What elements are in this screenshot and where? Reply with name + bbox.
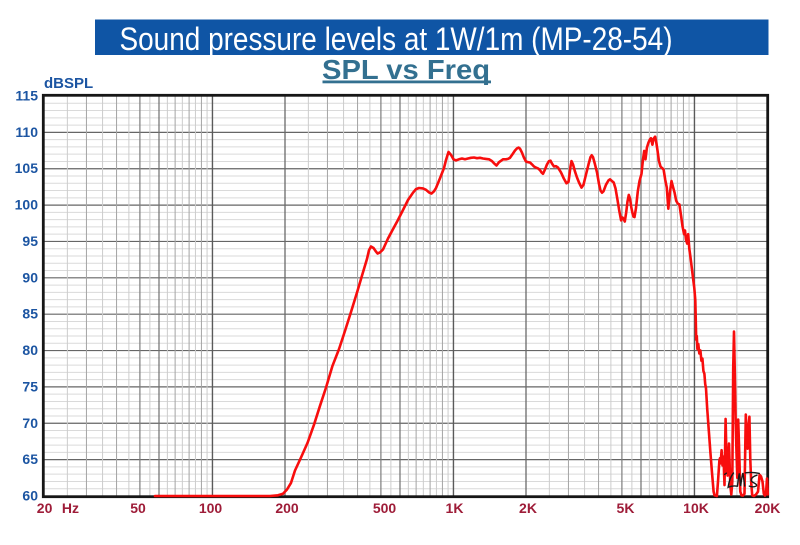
svg-text:200: 200	[275, 500, 299, 516]
svg-text:Sound pressure levels at 1W/1m: Sound pressure levels at 1W/1m (MP-28-54…	[120, 21, 673, 57]
svg-text:20: 20	[37, 500, 53, 516]
svg-text:10K: 10K	[683, 500, 709, 516]
svg-text:65: 65	[22, 451, 38, 467]
svg-text:90: 90	[22, 269, 38, 285]
svg-text:100: 100	[15, 197, 39, 213]
svg-text:2K: 2K	[519, 500, 537, 516]
svg-text:70: 70	[22, 415, 38, 431]
svg-text:Hz: Hz	[62, 500, 79, 516]
svg-text:SPL vs Freq: SPL vs Freq	[322, 54, 490, 85]
svg-text:110: 110	[15, 124, 38, 140]
svg-text:500: 500	[373, 500, 397, 516]
svg-text:20K: 20K	[755, 500, 781, 516]
svg-text:60: 60	[22, 488, 38, 504]
svg-text:85: 85	[22, 306, 38, 322]
svg-text:75: 75	[22, 378, 38, 394]
svg-text:95: 95	[22, 233, 38, 249]
svg-text:1K: 1K	[446, 500, 464, 516]
svg-text:dBSPL: dBSPL	[44, 75, 93, 92]
svg-text:100: 100	[199, 500, 223, 516]
svg-text:80: 80	[22, 342, 38, 358]
svg-text:105: 105	[15, 160, 39, 176]
svg-text:5K: 5K	[617, 500, 635, 516]
svg-text:115: 115	[15, 88, 38, 104]
svg-text:50: 50	[130, 500, 146, 516]
